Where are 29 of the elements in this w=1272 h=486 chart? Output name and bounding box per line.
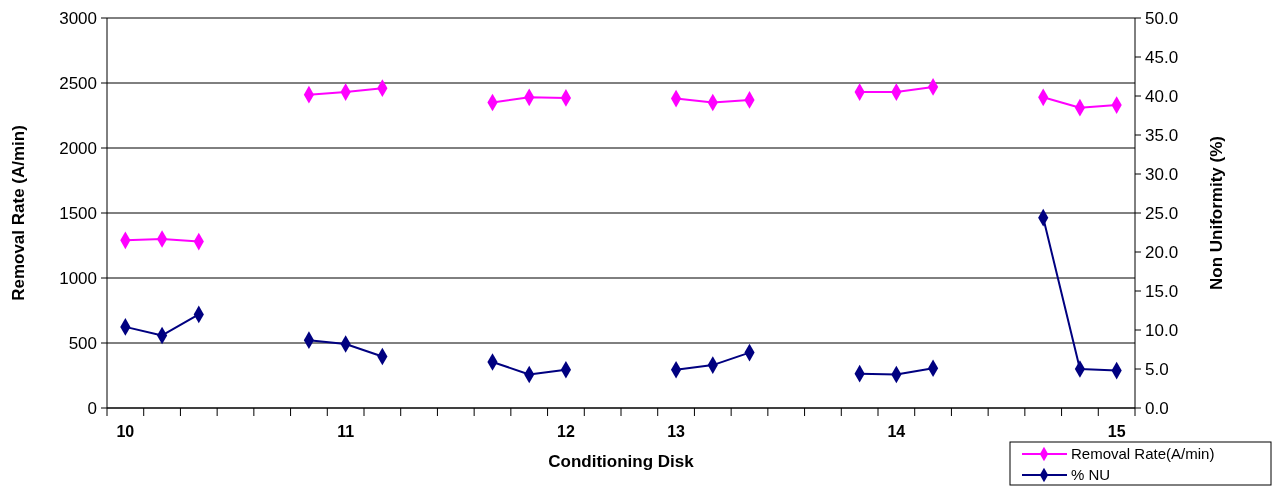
legend-label: Removal Rate(A/min) — [1071, 445, 1215, 463]
y2-tick-label: 5.0 — [1145, 359, 1169, 379]
y2-tick-label: 45.0 — [1145, 47, 1179, 67]
x-axis-title: Conditioning Disk — [548, 452, 695, 471]
y-tick-label: 500 — [68, 333, 97, 353]
y-tick-label: 1000 — [59, 268, 97, 288]
y-tick-label: 0 — [87, 398, 97, 418]
y2-tick-label: 40.0 — [1145, 86, 1179, 106]
y2-tick-label: 20.0 — [1145, 242, 1179, 262]
y2-axis-title: Non Uniformity (%) — [1207, 136, 1226, 290]
y2-tick-label: 50.0 — [1145, 8, 1179, 28]
y-tick-label: 1500 — [59, 203, 97, 223]
y-tick-label: 2500 — [59, 73, 97, 93]
y-tick-label: 2000 — [59, 138, 97, 158]
y-axis-title: Removal Rate (A/min) — [9, 125, 28, 301]
y2-tick-label: 25.0 — [1145, 203, 1179, 223]
x-tick-label: 15 — [1107, 423, 1126, 440]
y-tick-label: 3000 — [59, 8, 97, 28]
x-tick-label: 12 — [557, 423, 575, 440]
legend-label: % NU — [1071, 466, 1111, 484]
y2-tick-label: 15.0 — [1145, 281, 1179, 301]
y2-tick-label: 30.0 — [1145, 164, 1179, 184]
x-tick-label: 10 — [116, 423, 135, 440]
y2-tick-label: 35.0 — [1145, 125, 1179, 145]
x-tick-label: 13 — [667, 423, 686, 440]
x-tick-label: 14 — [887, 423, 906, 440]
y2-tick-label: 0.0 — [1145, 398, 1169, 418]
y2-tick-label: 10.0 — [1145, 320, 1179, 340]
x-tick-label: 11 — [337, 423, 355, 440]
